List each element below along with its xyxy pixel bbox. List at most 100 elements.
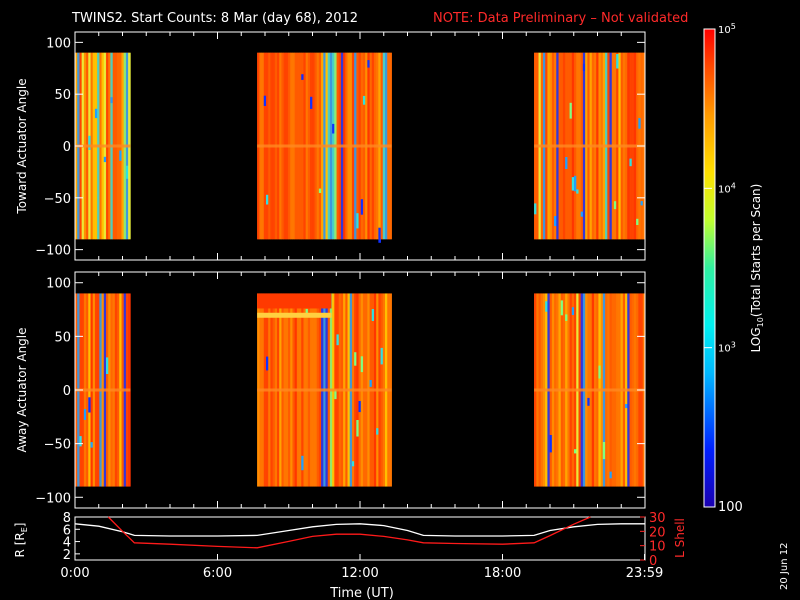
colorbar: 105 104 103 100 LOG10(Total Starts per Scan… [703,22,765,515]
heatmap-spot [94,108,98,119]
toward-panel: 100 50 0 −50 −100 Toward Actuator Angle [15,31,646,261]
heatmap-spot [88,397,91,413]
toward-ylabel: Toward Actuator Angle [15,78,29,214]
heatmap-spot [376,428,379,435]
heatmap-spot [263,95,267,106]
y-tick-label: 50 [54,88,71,103]
colorbar-bottom-label: 100 [718,500,743,515]
heatmap-spot [574,449,577,454]
heatmap-zero-band [257,388,392,392]
heatmap-spot [613,201,617,210]
heatmap-spot [301,455,304,471]
orbit-lines [74,516,645,549]
heatmap-spot [310,96,313,109]
heatmap-spot [360,356,364,373]
heatmap-spot [609,471,613,479]
heatmap-zero-band [534,388,645,392]
heatmap-spot [360,199,364,215]
heatmap-spot [332,123,335,134]
heatmap-spot [119,150,122,161]
heatmap-spot [554,216,557,227]
time-tick-label: 18:00 [484,566,521,581]
away-panel: 100 50 0 −50 −100 Away Actuator Angle [15,271,646,509]
heatmap-spot [110,97,114,104]
l-shell-line [107,516,591,549]
heatmap-spot [356,213,359,229]
heatmap-spot [616,54,619,69]
heatmap-spot [565,314,568,321]
heatmap-zero-band [257,144,392,148]
time-tick-label: 12:00 [341,566,378,581]
right-tick-label: 10 [649,540,666,555]
away-y-axis: 100 50 0 −50 −100 [35,272,646,508]
heatmap-spot [351,461,355,467]
y-tick-label: −100 [35,244,71,259]
heatmap-spot [354,352,357,366]
heatmap-spot [103,156,107,163]
colorbar-title: LOG10(Total Starts per Scan) [749,184,765,353]
heatmap-spot [105,357,109,374]
heatmap-spot [305,308,309,314]
colorbar-ticks: 105 104 103 100 [704,22,743,515]
y-tick-label: 100 [46,36,71,51]
time-tick-label: 23:59 [626,566,663,581]
y-tick-label: −50 [44,192,71,207]
heatmap-spot [598,365,602,379]
heatmap-spot [602,442,606,460]
heatmap-spot [576,189,579,194]
y-tick-label: 50 [54,330,71,345]
left-tick-label: 6 [63,523,71,538]
heatmap-spot [83,409,87,420]
r-line [74,523,645,537]
y-tick-label: 100 [46,277,71,292]
heatmap-upper-band [257,312,332,318]
y-tick-label: 0 [63,384,71,399]
away-ylabel: Away Actuator Angle [15,327,29,452]
heatmap-spot [574,175,577,192]
chart-title: TWINS2. Start Counts: 8 Mar (day 68), 20… [71,11,358,26]
right-tick-label: 30 [649,511,666,526]
y-tick-label: −100 [35,491,71,506]
heatmap-spot [580,211,584,217]
heatmap-spot [367,60,370,68]
heatmap-zero-band [534,144,645,148]
heatmap-zero-band [75,144,131,148]
heatmap-spot [571,177,575,191]
y-tick-label: 0 [63,140,71,155]
heatmap-spot [356,420,359,437]
heatmap-spot [534,203,537,215]
heatmap-spot [625,404,628,409]
heatmap-spot [380,347,384,365]
orbit-ylabel-left: R [RE] [13,523,29,558]
heatmap-spot [565,157,568,169]
heatmap-spot [336,334,340,346]
heatmap-spot [569,102,573,119]
heatmap-spot [545,301,548,312]
heatmap-spot [265,356,269,371]
heatmap-spot [582,63,586,71]
colorbar-tick-label: 103 [718,341,736,355]
heatmap-zero-band [75,388,131,392]
heatmap-spot [265,194,269,205]
heatmap-spot [629,158,633,167]
heatmap-spot [378,227,381,243]
heatmap-spot [560,300,564,316]
time-tick-label: 6:00 [203,566,232,581]
heatmap-spot [571,307,575,315]
heatmap-spot [125,165,129,179]
heatmap-spot [371,309,375,321]
heatmap-spot [362,95,366,105]
time-axis-label: Time (UT) [329,586,394,600]
heatmap-upper-block [257,293,332,309]
toward-y-axis: 100 50 0 −50 −100 [35,32,646,260]
colorbar-tick-label: 104 [718,181,736,195]
heatmap-spot [587,397,590,406]
right-tick-label: 0 [649,554,657,569]
colorbar-tick-label: 105 [718,22,736,36]
heatmap-spot [636,218,639,225]
colorbar-scale [703,28,716,508]
left-tick-label: 4 [63,536,71,551]
